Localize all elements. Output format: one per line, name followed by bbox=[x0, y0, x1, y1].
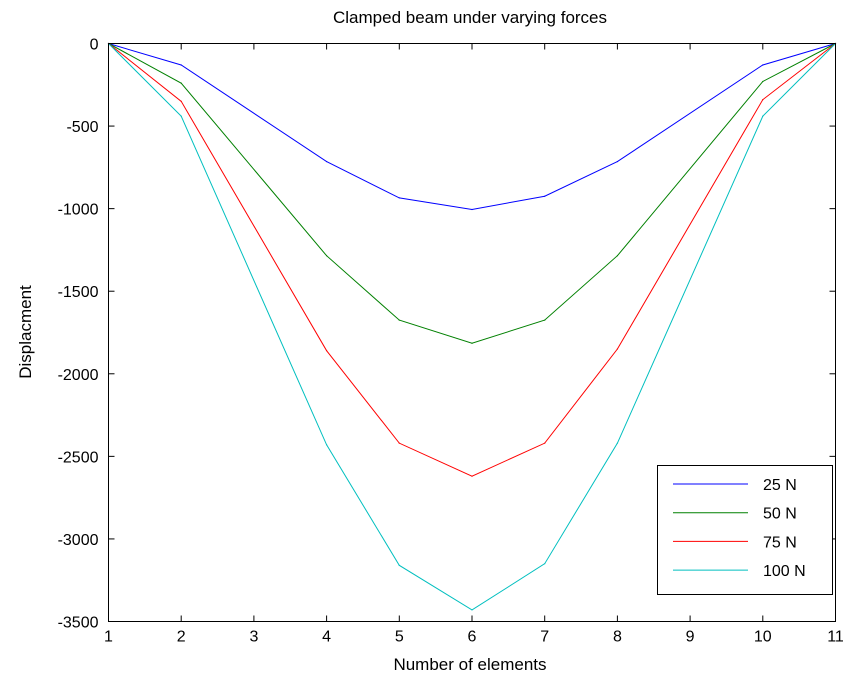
data-point-2-3 bbox=[326, 255, 328, 257]
data-point-3-8 bbox=[762, 99, 764, 101]
data-point-2-6 bbox=[544, 319, 546, 321]
data-point-4-4 bbox=[398, 564, 400, 566]
y-tick-label: -3500 bbox=[58, 615, 99, 632]
data-point-3-4 bbox=[398, 442, 400, 444]
data-point-3-6 bbox=[544, 442, 546, 444]
chart-title: Clamped beam under varying forces bbox=[333, 8, 607, 27]
data-point-3-5 bbox=[471, 475, 473, 477]
data-point-3-7 bbox=[616, 348, 619, 350]
y-tick-label: -2000 bbox=[58, 367, 99, 384]
y-tick-label: 0 bbox=[90, 37, 99, 54]
legend-label-4: 100 N bbox=[763, 563, 806, 580]
data-point-3-2 bbox=[180, 100, 182, 102]
x-tick-label: 10 bbox=[754, 629, 772, 646]
data-point-4-2 bbox=[180, 115, 182, 117]
ticks-layer: 1 2 3 4 5 6 7 8 9 10 11 0 -500 -1000 -1500 -2000 -2500 -3… bbox=[58, 37, 844, 646]
legend-label-1: 25 N bbox=[763, 477, 797, 494]
data-point-2-2 bbox=[180, 82, 182, 84]
legend-label-2: 50 N bbox=[763, 506, 797, 523]
data-point-1-7 bbox=[616, 160, 619, 163]
y-axis-title: Displacment bbox=[16, 285, 35, 379]
legend: 25 N 50 N 75 N 100 N bbox=[657, 465, 833, 595]
x-tick-label: 5 bbox=[395, 629, 404, 646]
data-point-4-6 bbox=[544, 563, 546, 565]
data-point-4-3 bbox=[326, 444, 328, 446]
legend-label-3: 75 N bbox=[763, 534, 797, 551]
x-tick-label: 4 bbox=[322, 629, 331, 646]
y-tick-label: -1000 bbox=[58, 202, 99, 219]
legend-box bbox=[657, 465, 833, 595]
data-point-4-7 bbox=[616, 442, 619, 444]
x-tick-label: 8 bbox=[613, 629, 622, 646]
data-point-1-2 bbox=[180, 64, 182, 66]
data-point-1-8 bbox=[762, 64, 764, 66]
series-layer bbox=[107, 42, 837, 611]
plot-area-frame bbox=[108, 43, 836, 622]
x-tick-label: 6 bbox=[468, 629, 477, 646]
data-point-1-4 bbox=[398, 197, 400, 199]
x-tick-label: 11 bbox=[827, 629, 844, 646]
y-tick-label: -500 bbox=[66, 119, 98, 136]
data-point-2-5 bbox=[471, 342, 473, 344]
data-point-3-3 bbox=[326, 350, 328, 352]
x-axis-title: Number of elements bbox=[393, 655, 546, 674]
x-tick-label: 1 bbox=[104, 629, 113, 646]
y-tick-label: -2500 bbox=[58, 449, 99, 466]
x-tick-label: 7 bbox=[540, 629, 549, 646]
y-tick-label: -1500 bbox=[58, 284, 99, 301]
data-point-2-7 bbox=[616, 255, 619, 257]
data-point-4-5 bbox=[471, 609, 473, 611]
x-tick-label: 3 bbox=[249, 629, 258, 646]
x-tick-label: 9 bbox=[686, 629, 695, 646]
data-point-4-8 bbox=[762, 115, 764, 117]
x-tick-label: 2 bbox=[177, 629, 186, 646]
y-tick-label: -3000 bbox=[58, 532, 99, 549]
data-point-1-6 bbox=[544, 195, 546, 197]
data-point-2-4 bbox=[398, 319, 400, 321]
data-point-1-5 bbox=[471, 208, 473, 211]
data-point-1-3 bbox=[326, 160, 328, 163]
data-point-2-8 bbox=[762, 80, 764, 83]
